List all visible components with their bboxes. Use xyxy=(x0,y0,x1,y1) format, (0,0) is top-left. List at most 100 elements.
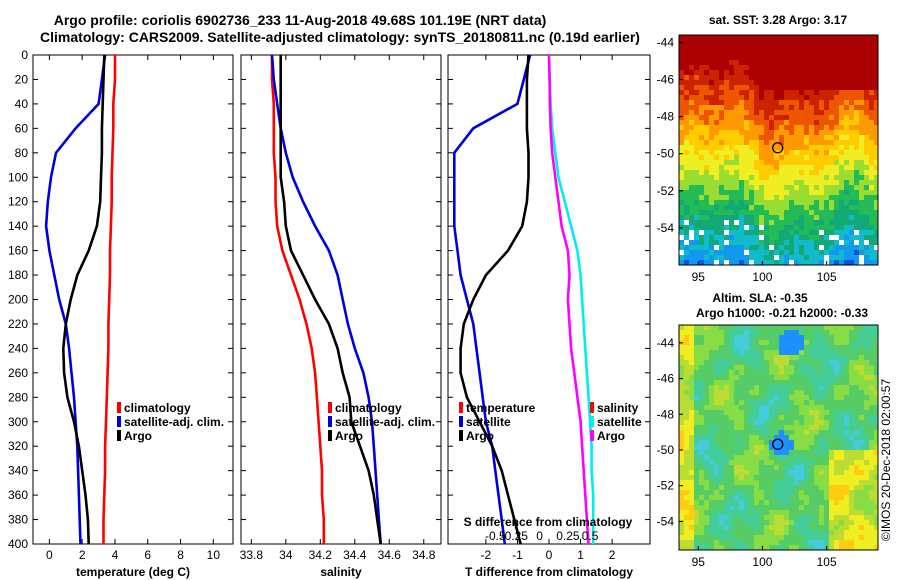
sla_map-cell xyxy=(709,525,715,531)
sst_map-cell xyxy=(784,85,790,91)
sst_map-cell xyxy=(689,205,695,211)
sst_map-cell xyxy=(769,40,775,46)
sst_map-cell xyxy=(819,160,825,166)
sla_map-cell xyxy=(709,430,715,436)
sst_map-cell xyxy=(809,205,815,211)
sst_map-cell xyxy=(684,160,690,166)
sst_map-cell xyxy=(714,85,720,91)
sla_map-cell xyxy=(679,485,685,491)
sla_map-cell xyxy=(804,345,810,351)
sst_map-cell xyxy=(714,50,720,56)
sla_map-cell xyxy=(874,405,878,411)
sst_map-cell xyxy=(834,120,840,126)
sst_map-cell xyxy=(729,230,735,236)
sla_map-cell xyxy=(824,405,830,411)
sla_map-cell xyxy=(759,535,765,541)
sla_map-cell xyxy=(804,490,810,496)
sla_map-cell xyxy=(749,470,755,476)
sst_map-cell xyxy=(864,225,870,231)
sst_map-cell xyxy=(789,40,795,46)
sst_map-cell xyxy=(769,210,775,216)
sst_map-cell xyxy=(739,245,745,251)
sla_map-cell xyxy=(744,440,750,446)
sst_map-cell xyxy=(724,245,730,251)
sla_map-cell xyxy=(734,385,740,391)
sst_map-cell xyxy=(834,95,840,101)
sla_map-cell xyxy=(874,360,878,366)
sst_map-cell xyxy=(809,40,815,46)
sla_map-cell xyxy=(839,455,845,461)
sla_map-cell xyxy=(869,370,875,376)
sst_map-cell xyxy=(829,45,835,51)
sst_map-cell xyxy=(804,45,810,51)
sla_map-cell xyxy=(764,360,770,366)
sla_map-cell xyxy=(749,325,755,331)
sla_map-cell xyxy=(794,355,800,361)
sst_map-cell xyxy=(859,205,865,211)
sst_map-cell xyxy=(854,220,860,226)
sla_map-cell xyxy=(759,375,765,381)
sla_map-cell xyxy=(679,405,685,411)
sla_map-cell xyxy=(749,440,755,446)
sla_map-cell xyxy=(744,385,750,391)
sla_map-cell xyxy=(769,425,775,431)
sst_map-cell xyxy=(729,180,735,186)
sla_map-cell xyxy=(869,420,875,426)
sst_map-cell xyxy=(734,100,740,106)
sst_map-cell xyxy=(714,95,720,101)
sla_map-cell xyxy=(759,325,765,331)
sst_map-cell xyxy=(719,155,725,161)
sst_map-cell xyxy=(744,100,750,106)
sst_map-cell xyxy=(829,120,835,126)
sst_map-cell xyxy=(844,125,850,131)
sla_map-cell xyxy=(699,420,705,426)
sst_map-cell xyxy=(854,90,860,96)
sla_map-cell xyxy=(744,445,750,451)
sst_map-cell xyxy=(759,125,765,131)
sst_map-cell xyxy=(849,60,855,66)
sla_map-cell xyxy=(754,330,760,336)
sst_map-cell xyxy=(729,145,735,151)
sst_map-cell xyxy=(819,75,825,81)
sla_map-cell xyxy=(784,500,790,506)
sst_map-cell xyxy=(734,35,740,41)
sla_map-cell xyxy=(709,330,715,336)
sla_map-cell xyxy=(684,410,690,416)
sst_map-cell xyxy=(849,130,855,136)
sst_map-cell xyxy=(739,180,745,186)
sla_map-cell xyxy=(729,500,735,506)
sla_map-cell xyxy=(859,475,865,481)
sst_map-cell xyxy=(859,100,865,106)
temperature-ytick-label: 220 xyxy=(8,317,28,331)
sla_map-cell xyxy=(754,485,760,491)
sst_map-cell xyxy=(834,245,840,251)
sst_map-cell xyxy=(764,45,770,51)
sst_map-cell xyxy=(739,165,745,171)
sla_map-cell xyxy=(699,470,705,476)
sst_map-cell xyxy=(719,220,725,226)
sla_map-cell xyxy=(814,525,820,531)
sst_map-cell xyxy=(699,195,705,201)
sla_map-cell xyxy=(759,345,765,351)
sla_map-cell xyxy=(719,525,725,531)
sla_map-cell xyxy=(754,545,760,550)
sla_map-cell xyxy=(804,455,810,461)
sla_map-cell xyxy=(744,415,750,421)
sla_map-cell xyxy=(839,385,845,391)
sla_map-cell xyxy=(699,355,705,361)
sst_map-cell xyxy=(709,65,715,71)
sst_map-cell xyxy=(794,180,800,186)
sst_map-cell xyxy=(689,230,695,236)
sst_map-cell xyxy=(859,65,865,71)
sla_map-cell xyxy=(699,325,705,331)
sst_map-cell xyxy=(839,125,845,131)
sla_map-cell xyxy=(714,545,720,550)
sst_map-cell xyxy=(779,220,785,226)
sla_map-cell xyxy=(849,530,855,536)
sla_map-cell xyxy=(824,435,830,441)
sla_map-cell xyxy=(774,450,780,456)
sst_map-cell xyxy=(814,190,820,196)
sst_map-cell xyxy=(729,80,735,86)
sla_map-cell xyxy=(794,520,800,526)
sst_map-cell xyxy=(874,70,878,76)
